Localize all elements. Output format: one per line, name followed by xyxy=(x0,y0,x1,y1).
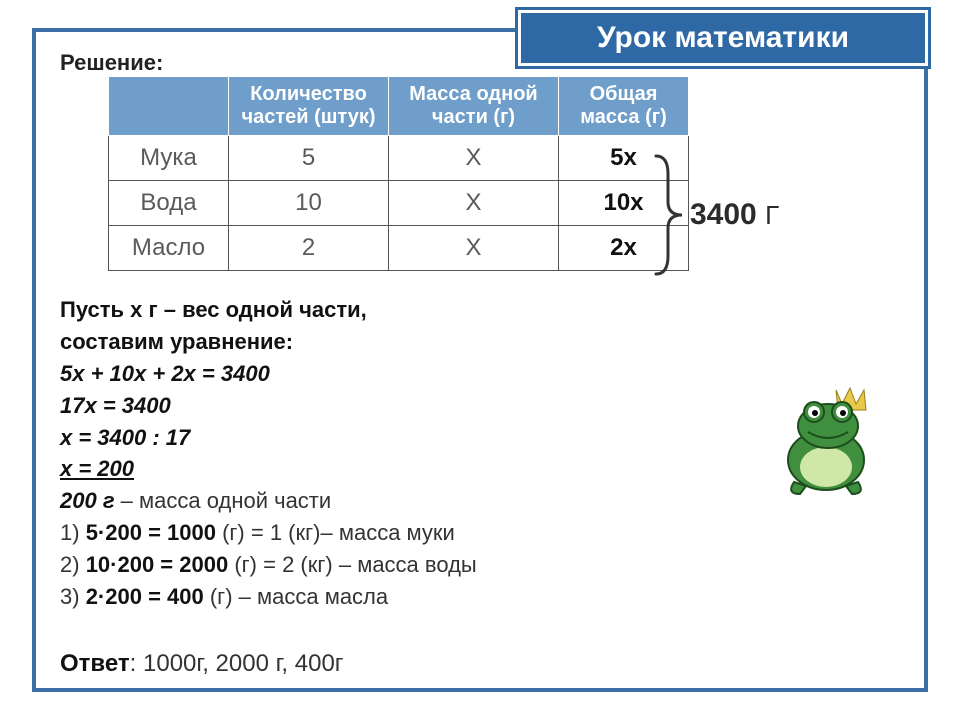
solution-body: Пусть х г – вес одной части, составим ур… xyxy=(60,294,700,613)
line: – масса одной части xyxy=(115,488,332,513)
line: (г) – масса масла xyxy=(204,584,388,609)
line: 2) xyxy=(60,552,86,577)
cell-unit: Х xyxy=(389,181,559,226)
row-label: Масло xyxy=(109,226,229,271)
line: (г) = 1 (кг)– масса муки xyxy=(216,520,455,545)
cell-qty: 10 xyxy=(229,181,389,226)
col-h1: Количество частей (штук) xyxy=(229,77,389,136)
frog-icon xyxy=(766,382,886,502)
data-table: Количество частей (штук) Масса одной час… xyxy=(108,76,689,271)
line: 17х = 3400 xyxy=(60,393,171,418)
bracket-icon xyxy=(654,154,684,276)
table-row: Мука 5 Х 5х xyxy=(109,136,689,181)
col-h0 xyxy=(109,77,229,136)
answer-text: : 1000г, 2000 г, 400г xyxy=(130,650,344,677)
line: х = 3400 : 17 xyxy=(60,425,190,450)
col-h2: Масса одной части (г) xyxy=(389,77,559,136)
row-label: Вода xyxy=(109,181,229,226)
slide-frame: Урок математики Решение: Количество част… xyxy=(32,28,928,692)
line: составим уравнение: xyxy=(60,329,293,354)
cell-unit: Х xyxy=(389,136,559,181)
total-unit: Г xyxy=(765,200,779,230)
answer-line: Ответ: 1000г, 2000 г, 400г xyxy=(60,650,344,678)
solution-label: Решение: xyxy=(60,50,163,76)
cell-qty: 5 xyxy=(229,136,389,181)
cell-unit: Х xyxy=(389,226,559,271)
col-h3: Общая масса (г) xyxy=(559,77,689,136)
row-label: Мука xyxy=(109,136,229,181)
line: Пусть х г – вес одной части, xyxy=(60,297,367,322)
total-value: 3400 xyxy=(690,198,757,231)
line: 5·200 = 1000 xyxy=(86,520,216,545)
cell-qty: 2 xyxy=(229,226,389,271)
table-header-row: Количество частей (штук) Масса одной час… xyxy=(109,77,689,136)
table-row: Вода 10 Х 10х xyxy=(109,181,689,226)
line: 3) xyxy=(60,584,86,609)
answer-label: Ответ xyxy=(60,650,130,677)
line: 1) xyxy=(60,520,86,545)
title-text: Урок математики xyxy=(597,21,849,55)
line: (г) = 2 (кг) – масса воды xyxy=(228,552,477,577)
line: х = 200 xyxy=(60,456,134,481)
line: 2·200 = 400 xyxy=(86,584,204,609)
bracket-total: 3400 Г xyxy=(690,198,779,232)
table-row: Масло 2 Х 2х xyxy=(109,226,689,271)
slide-title: Урок математики xyxy=(518,10,928,66)
line: 10·200 = 2000 xyxy=(86,552,229,577)
line: 5х + 10х + 2х = 3400 xyxy=(60,361,270,386)
line: 200 г xyxy=(60,488,115,513)
